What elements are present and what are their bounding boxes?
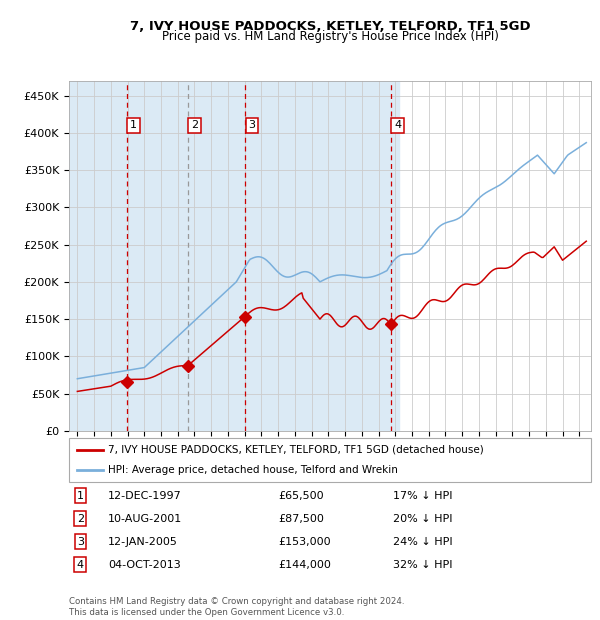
Text: Contains HM Land Registry data © Crown copyright and database right 2024.
This d: Contains HM Land Registry data © Crown c… [69,598,404,617]
Text: 4: 4 [77,560,84,570]
Text: 3: 3 [248,120,256,130]
Text: 12-JAN-2005: 12-JAN-2005 [108,537,178,547]
Text: Price paid vs. HM Land Registry's House Price Index (HPI): Price paid vs. HM Land Registry's House … [161,30,499,43]
FancyBboxPatch shape [69,438,591,482]
Text: 04-OCT-2013: 04-OCT-2013 [108,560,181,570]
Text: £65,500: £65,500 [278,491,323,501]
Text: 1: 1 [130,120,137,130]
Text: 2: 2 [191,120,198,130]
Text: £87,500: £87,500 [278,514,323,524]
Text: £144,000: £144,000 [278,560,331,570]
Text: 3: 3 [77,537,84,547]
Text: HPI: Average price, detached house, Telford and Wrekin: HPI: Average price, detached house, Telf… [108,465,398,476]
Text: 2: 2 [77,514,84,524]
Text: 10-AUG-2001: 10-AUG-2001 [108,514,182,524]
Text: £153,000: £153,000 [278,537,331,547]
Text: 7, IVY HOUSE PADDOCKS, KETLEY, TELFORD, TF1 5GD: 7, IVY HOUSE PADDOCKS, KETLEY, TELFORD, … [130,20,530,33]
Text: 4: 4 [394,120,401,130]
Bar [69,81,398,431]
Text: 12-DEC-1997: 12-DEC-1997 [108,491,182,501]
Text: 1: 1 [77,491,84,501]
Text: 7, IVY HOUSE PADDOCKS, KETLEY, TELFORD, TF1 5GD (detached house): 7, IVY HOUSE PADDOCKS, KETLEY, TELFORD, … [108,445,484,455]
Text: 32% ↓ HPI: 32% ↓ HPI [392,560,452,570]
Text: 20% ↓ HPI: 20% ↓ HPI [392,514,452,524]
Text: 17% ↓ HPI: 17% ↓ HPI [392,491,452,501]
Text: 24% ↓ HPI: 24% ↓ HPI [392,537,452,547]
